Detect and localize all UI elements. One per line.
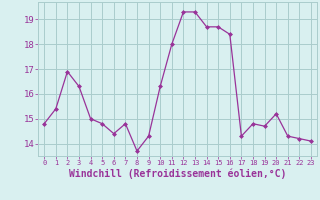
X-axis label: Windchill (Refroidissement éolien,°C): Windchill (Refroidissement éolien,°C) bbox=[69, 169, 286, 179]
